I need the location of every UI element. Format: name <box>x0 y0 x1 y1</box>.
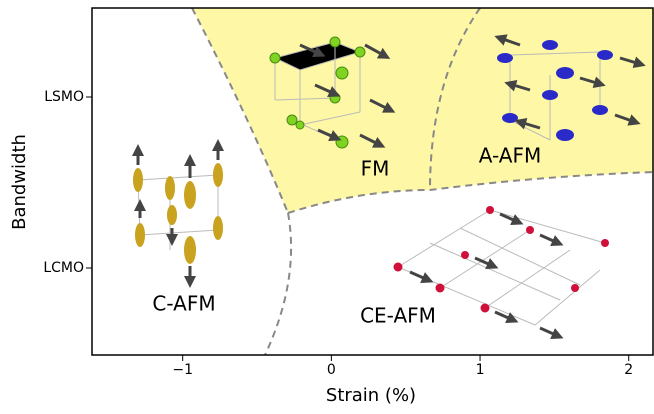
fm-region <box>192 8 654 213</box>
figure: LSMO LCMO Strain (%) Bandwidth FM A-AFM … <box>0 0 654 410</box>
region-label: A-AFM <box>479 144 541 168</box>
c-afm-lattice <box>133 145 223 282</box>
region-label: C-AFM <box>152 292 215 316</box>
x-tick-label: −1 <box>172 362 193 378</box>
y-axis-label: Bandwidth <box>9 134 30 230</box>
region-label: CE-AFM <box>360 304 436 328</box>
y-tick-label: LCMO <box>43 260 84 276</box>
x-axis-label: Strain (%) <box>326 385 416 406</box>
region-label: FM <box>361 157 390 181</box>
y-tick-label: LSMO <box>44 89 84 105</box>
boundary <box>265 213 291 355</box>
x-tick-label: 0 <box>327 362 336 378</box>
x-tick-label: 1 <box>476 362 485 378</box>
x-tick-label: 2 <box>624 362 633 378</box>
